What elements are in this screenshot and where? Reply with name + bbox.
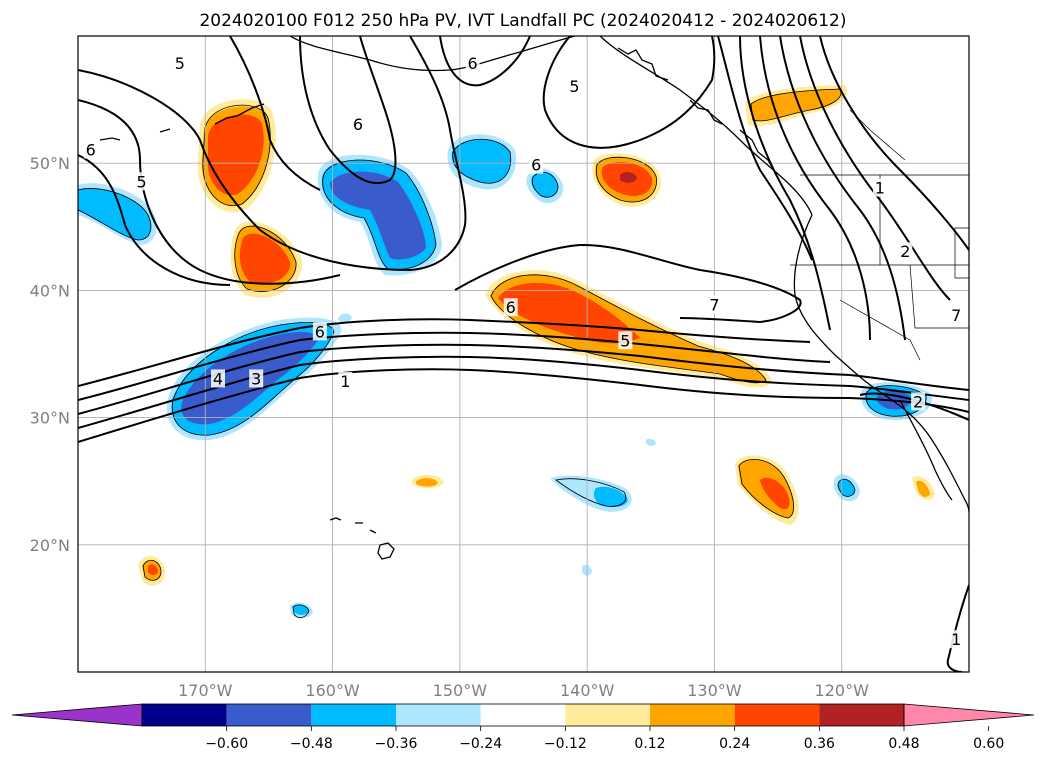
colorbar-tick-label: 0.12 bbox=[634, 736, 665, 752]
anomaly-negative-subtropical-central bbox=[550, 475, 632, 512]
colorbar-segment bbox=[226, 704, 312, 726]
contour-label: 5 bbox=[175, 54, 185, 73]
contour-label: 6 bbox=[467, 54, 477, 73]
anomaly-negative-west-edge bbox=[78, 183, 157, 245]
contour-label-bg bbox=[465, 53, 480, 72]
anomaly-positive-gulf bbox=[592, 153, 661, 207]
contour-label: 5 bbox=[569, 77, 579, 96]
contour-label: 1 bbox=[340, 372, 350, 391]
colorbar-tick-label: 0.24 bbox=[719, 736, 750, 752]
figure-title: 2024020100 F012 250 hPa PV, IVT Landfall… bbox=[199, 11, 846, 31]
colorbar-segment bbox=[565, 704, 650, 726]
contour-label: 6 bbox=[86, 140, 96, 159]
colorbar-segment bbox=[650, 704, 735, 726]
map-frame bbox=[77, 35, 970, 673]
colorbar-tick-label: −0.24 bbox=[459, 736, 502, 752]
longitude-tick-labels: 170°W 160°W 150°W 140°W 130°W 120°W bbox=[178, 681, 869, 700]
pv-contours bbox=[78, 36, 969, 672]
contour-label-bg bbox=[83, 140, 98, 159]
colorbar-frame bbox=[141, 703, 905, 727]
lon-tick-label: 150°W bbox=[433, 681, 488, 700]
contour-label-bg bbox=[529, 155, 544, 174]
contour-label-bg bbox=[567, 76, 582, 95]
lon-tick-label: 120°W bbox=[815, 681, 870, 700]
latitude-tick-labels: 20°N 30°N 40°N 50°N bbox=[30, 154, 70, 555]
anomaly-negative-small-3-core bbox=[293, 604, 309, 615]
contour-label: 7 bbox=[709, 296, 719, 315]
colorbar-tick-label: 0.48 bbox=[888, 736, 919, 752]
colorbar-tick-label: −0.48 bbox=[290, 736, 333, 752]
colorbar-extend-low bbox=[11, 703, 143, 727]
contour-label-bg bbox=[949, 630, 964, 649]
colorbar-segment bbox=[142, 704, 227, 726]
gridlines bbox=[78, 36, 969, 672]
contour-label: 7 bbox=[951, 306, 961, 325]
anomaly-positive-west-central bbox=[230, 221, 303, 298]
anomaly-positive-aleutian bbox=[197, 99, 276, 213]
contour-label: 6 bbox=[531, 156, 541, 175]
contour-label: 5 bbox=[620, 331, 630, 350]
colorbar-segment bbox=[311, 704, 396, 726]
contour-label: 2 bbox=[913, 392, 923, 411]
contour-label: 6 bbox=[506, 298, 516, 317]
contour-label: 4 bbox=[213, 369, 223, 388]
contour-label: 2 bbox=[900, 242, 910, 261]
anomaly-positive-small-1-core bbox=[416, 478, 438, 487]
contour-label-bg bbox=[351, 115, 366, 134]
contour-label: 1 bbox=[875, 179, 885, 198]
lon-tick-label: 170°W bbox=[178, 681, 233, 700]
colorbar-segment bbox=[819, 704, 904, 726]
contour-label-bg bbox=[911, 392, 926, 411]
contour-label: 6 bbox=[353, 115, 363, 134]
anomaly-positive-small-2-core bbox=[916, 480, 930, 497]
contour-label-bg bbox=[134, 172, 149, 191]
anomaly-positive-small-3-peak bbox=[148, 564, 158, 576]
colorbar: −0.60 −0.48 −0.36 −0.24 −0.12 0.12 0.24 0.36 0.4… bbox=[11, 703, 1035, 752]
contour-label: 6 bbox=[315, 322, 325, 341]
contour-label-bg bbox=[312, 322, 327, 341]
lon-tick-label: 130°W bbox=[687, 681, 742, 700]
lat-tick-label: 20°N bbox=[30, 536, 70, 555]
colorbar-tick-label: 0.36 bbox=[804, 736, 835, 752]
colorbar-tick-label: −0.60 bbox=[205, 736, 248, 752]
lat-tick-label: 30°N bbox=[30, 409, 70, 428]
contour-label: 3 bbox=[251, 369, 261, 388]
coastlines bbox=[99, 36, 969, 560]
colorbar-segment bbox=[480, 704, 566, 726]
anomaly-negative-north-central bbox=[317, 154, 442, 276]
colorbar-extend-high bbox=[903, 703, 1035, 727]
anomaly-positive-subtropical-east bbox=[735, 455, 799, 525]
colorbar-tick-label: −0.12 bbox=[544, 736, 587, 752]
anomaly-negative-small-5 bbox=[646, 438, 656, 446]
contour-label-bg bbox=[172, 53, 187, 72]
colorbar-tick-label: −0.36 bbox=[375, 736, 418, 752]
contour-label: 5 bbox=[137, 172, 147, 191]
contour-label-bg bbox=[211, 369, 226, 388]
contour-label-bg bbox=[618, 331, 633, 350]
contour-label-bg bbox=[249, 369, 264, 388]
colorbar-tick-label: 0.60 bbox=[973, 736, 1004, 752]
contour-label-bg bbox=[707, 295, 722, 314]
contour-label-bg bbox=[872, 178, 887, 197]
lat-tick-label: 50°N bbox=[30, 154, 70, 173]
contour-label-bg bbox=[338, 371, 353, 390]
contour-label: 1 bbox=[951, 630, 961, 649]
colorbar-segment bbox=[396, 704, 481, 726]
contour-label-bg bbox=[949, 305, 964, 324]
lon-tick-label: 140°W bbox=[560, 681, 615, 700]
contour-label-bg bbox=[898, 242, 913, 261]
lon-tick-label: 160°W bbox=[305, 681, 360, 700]
anomaly-negative-small-6 bbox=[338, 313, 352, 323]
colorbar-segment bbox=[734, 704, 820, 726]
contour-label-bg bbox=[503, 298, 518, 317]
lat-tick-label: 40°N bbox=[30, 281, 70, 300]
